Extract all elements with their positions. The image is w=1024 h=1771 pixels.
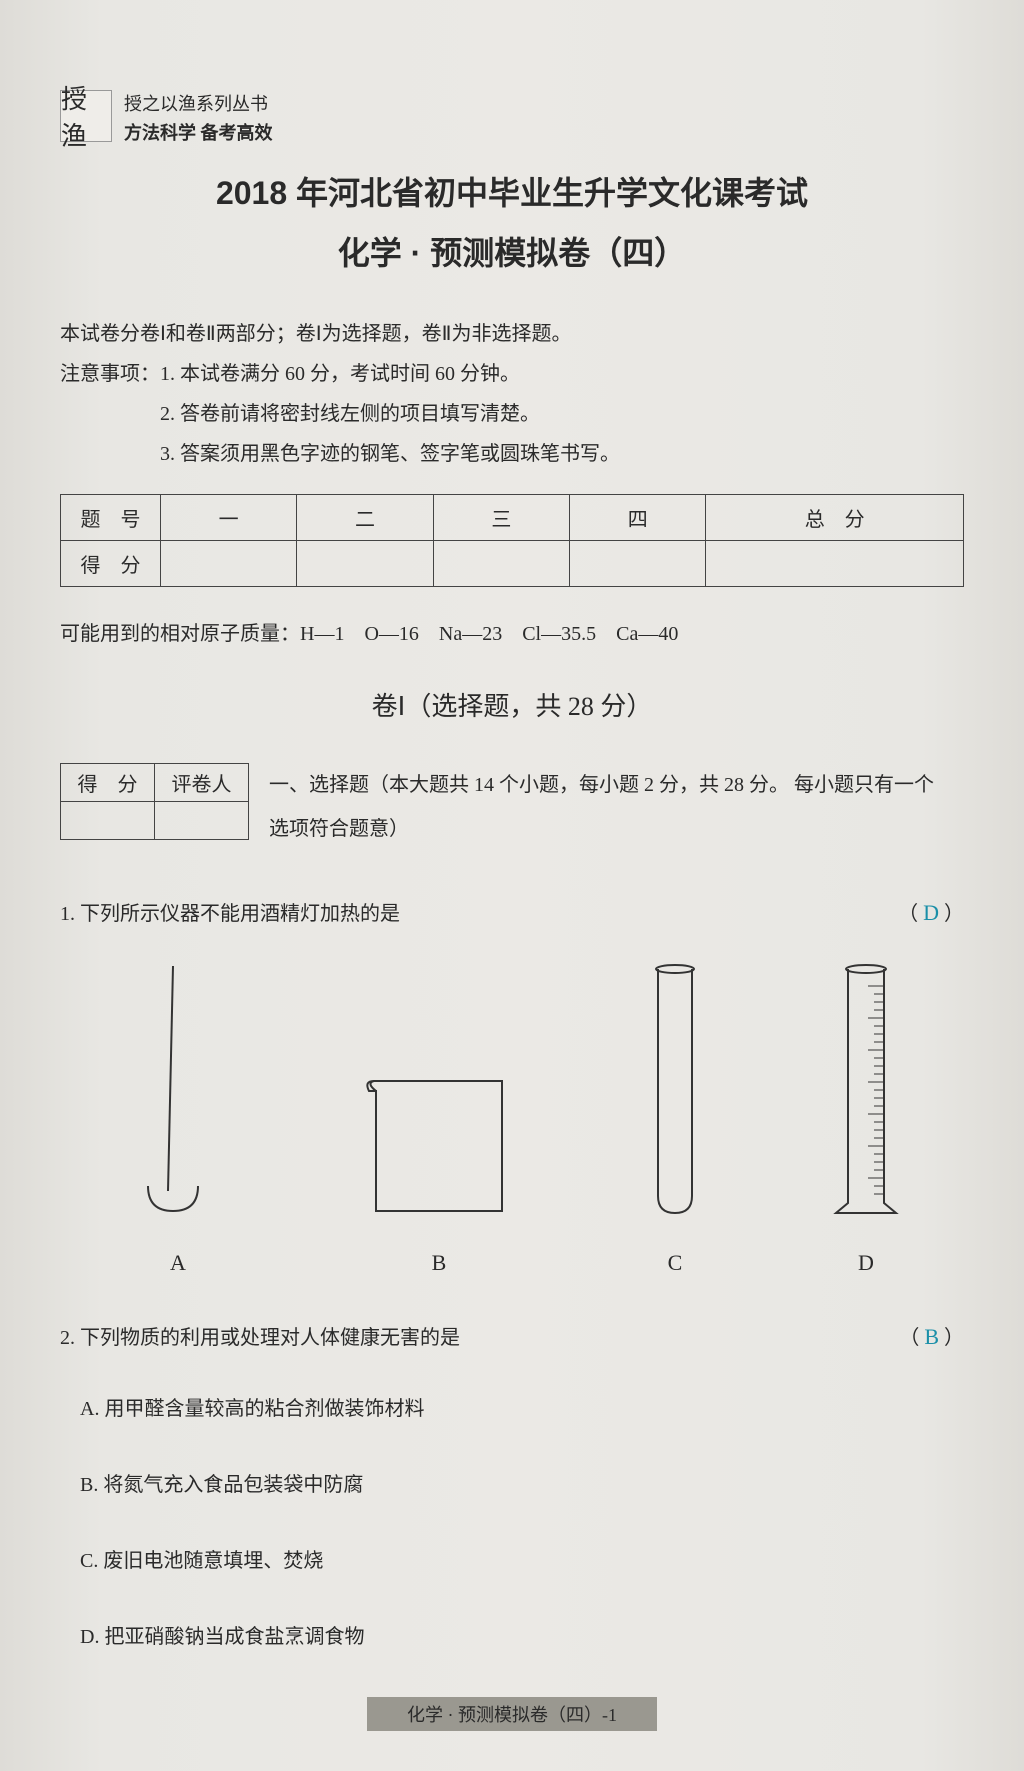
score-col-1: 一 [161,494,297,540]
question-2: 2. 下列物质的利用或处理对人体健康无害的是 （ B ） A. 用甲醛含量较高的… [60,1315,964,1657]
apparatus-a: A [118,961,238,1285]
apparatus-d-svg [826,961,906,1221]
question-2-text-row: 2. 下列物质的利用或处理对人体健康无害的是 （ B ） [60,1315,964,1359]
marking-score-label: 得 分 [61,763,155,801]
question-2-stem: 2. 下列物质的利用或处理对人体健康无害的是 [60,1318,460,1358]
score-row-label-2: 得 分 [61,540,161,586]
table-row: 得 分 [61,540,964,586]
marking-table: 得 分 评卷人 [60,763,249,840]
section-desc: 一、选择题（本大题共 14 个小题，每小题 2 分，共 28 分。 每小题只有一… [269,763,964,851]
notice-item-3: 3. 答案须用黑色字迹的钢笔、签字笔或圆珠笔书写。 [60,434,964,474]
score-row-label: 题 号 [61,494,161,540]
q2-answer-slot: （ B ） [899,1315,964,1359]
q2-number: 2. [60,1327,75,1349]
question-1-stem: 1. 下列所示仪器不能用酒精灯加热的是 [60,894,400,934]
notice-item-1: 1. 本试卷满分 60 分，考试时间 60 分钟。 [160,363,520,385]
section-heading-row: 得 分 评卷人 一、选择题（本大题共 14 个小题，每小题 2 分，共 28 分… [60,763,964,851]
score-col-2: 二 [297,494,433,540]
apparatus-d-label: D [858,1241,874,1285]
q1-number: 1. [60,903,75,925]
table-row: 题 号 一 二 三 四 总 分 [61,494,964,540]
apparatus-a-svg [118,961,238,1221]
exam-title-sub: 化学 · 预测模拟卷（四） [60,228,964,274]
score-table: 题 号 一 二 三 四 总 分 得 分 [60,494,964,587]
brand-slogan: 方法科学 备考高效 [124,119,273,148]
marking-grader-label: 评卷人 [155,763,249,801]
section-heading-desc2: 选项符合题意） [269,807,964,851]
section-1-title: 卷Ⅰ（选择题，共 28 分） [60,686,964,723]
instructions-block: 本试卷分卷Ⅰ和卷Ⅱ两部分；卷Ⅰ为选择题，卷Ⅱ为非选择题。 注意事项：1. 本试卷… [60,314,964,474]
apparatus-c-svg [640,961,710,1221]
footer-text: 化学 · 预测模拟卷（四）-1 [367,1697,657,1731]
apparatus-b: B [354,1071,524,1285]
score-blank[interactable] [297,540,433,586]
score-blank[interactable] [433,540,569,586]
q2-option-d: D. 把亚硝酸钠当成食盐烹调食物 [60,1617,964,1657]
score-col-5: 总 分 [706,494,964,540]
q1-text: 下列所示仪器不能用酒精灯加热的是 [80,903,400,925]
question-1-text-row: 1. 下列所示仪器不能用酒精灯加热的是 （ D ） [60,891,964,935]
brand-logo: 授渔 [60,90,112,142]
section-heading-desc1: （本大题共 14 个小题，每小题 2 分，共 28 分。 每小题只有一个 [369,774,934,796]
apparatus-c: C [640,961,710,1285]
notice-item-2: 2. 答卷前请将密封线左侧的项目填写清楚。 [60,394,964,434]
section-heading-label: 一、选择题 [269,774,369,796]
q2-text: 下列物质的利用或处理对人体健康无害的是 [80,1327,460,1349]
notice-label: 注意事项： [60,363,160,385]
q2-answer: B [924,1324,939,1349]
score-blank[interactable] [161,540,297,586]
score-blank[interactable] [706,540,964,586]
marking-blank[interactable] [61,801,155,839]
brand-header: 授渔 授之以渔系列丛书 方法科学 备考高效 [60,90,964,148]
apparatus-c-label: C [668,1241,683,1285]
exam-page: 授渔 授之以渔系列丛书 方法科学 备考高效 2018 年河北省初中毕业生升学文化… [0,0,1024,1771]
score-blank[interactable] [570,540,706,586]
brand-text-block: 授之以渔系列丛书 方法科学 备考高效 [124,90,273,148]
table-row [61,801,249,839]
q2-options: A. 用甲醛含量较高的粘合剂做装饰材料 B. 将氮气充入食品包装袋中防腐 C. … [60,1389,964,1657]
marking-blank[interactable] [155,801,249,839]
instruction-intro: 本试卷分卷Ⅰ和卷Ⅱ两部分；卷Ⅰ为选择题，卷Ⅱ为非选择题。 [60,314,964,354]
score-col-3: 三 [433,494,569,540]
q1-answer: D [923,900,939,925]
table-row: 得 分 评卷人 [61,763,249,801]
instruction-line-1: 注意事项：1. 本试卷满分 60 分，考试时间 60 分钟。 [60,354,964,394]
brand-series: 授之以渔系列丛书 [124,90,273,119]
apparatus-b-svg [354,1071,524,1221]
apparatus-d: D [826,961,906,1285]
question-1: 1. 下列所示仪器不能用酒精灯加热的是 （ D ） A B [60,891,964,1285]
atomic-mass-ref: 可能用到的相对原子质量：H—1 O—16 Na—23 Cl—35.5 Ca—40 [60,617,964,646]
q2-option-c: C. 废旧电池随意填埋、焚烧 [60,1541,964,1581]
exam-title-main: 2018 年河北省初中毕业生升学文化课考试 [60,168,964,214]
apparatus-a-label: A [170,1241,186,1285]
apparatus-row: A B C [60,975,964,1285]
q2-option-a: A. 用甲醛含量较高的粘合剂做装饰材料 [60,1389,964,1429]
score-col-4: 四 [570,494,706,540]
page-footer: 化学 · 预测模拟卷（四）-1 [60,1697,964,1731]
q2-option-b: B. 将氮气充入食品包装袋中防腐 [60,1465,964,1505]
apparatus-b-label: B [432,1241,447,1285]
q1-answer-slot: （ D ） [898,891,964,935]
